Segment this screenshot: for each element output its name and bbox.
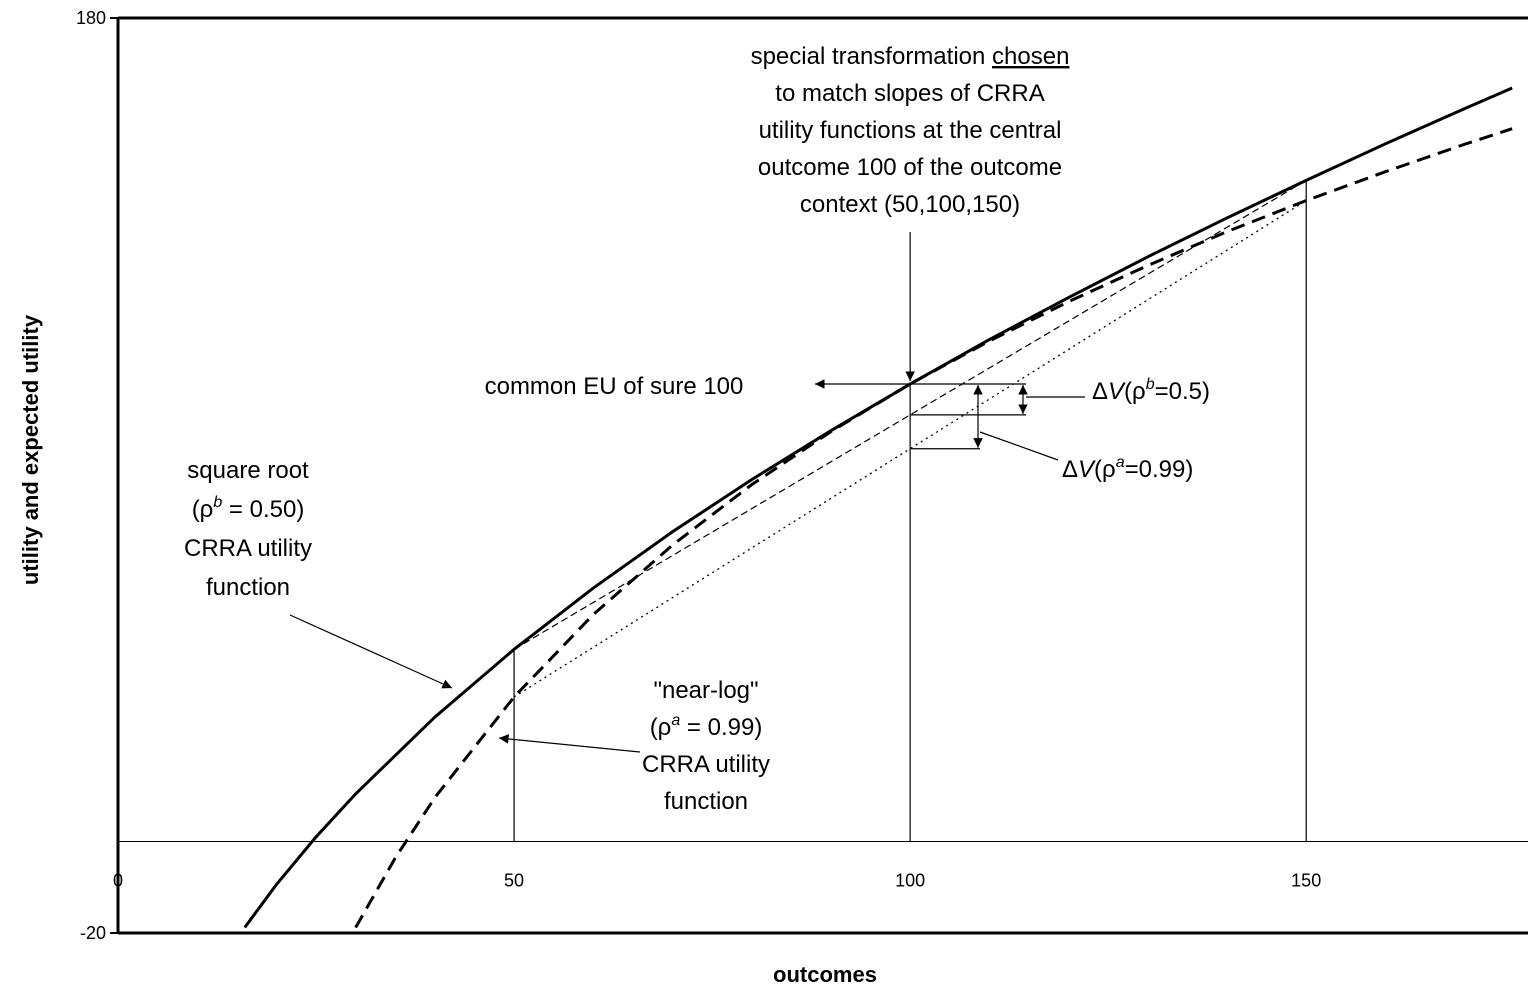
- annotation-part: (ρ: [192, 496, 214, 523]
- annotation-part: Δ: [1062, 456, 1078, 483]
- annotation: function: [206, 574, 290, 601]
- annotation-part: V: [1078, 456, 1096, 483]
- annotation-part: utility functions at the central: [759, 117, 1062, 144]
- annotation-part: square root: [187, 457, 309, 484]
- annotation-part: = 0.50): [222, 496, 304, 523]
- annotation-part: to match slopes of CRRA: [775, 80, 1044, 107]
- annotation-part: context (50,100,150): [800, 191, 1020, 218]
- annotation-part: b: [213, 494, 222, 511]
- y-tick-label: -20: [80, 923, 106, 943]
- annotation-part: outcome 100 of the outcome: [758, 154, 1062, 181]
- annotation-part: chosen: [992, 43, 1069, 70]
- annotation-part: Δ: [1092, 378, 1108, 405]
- annotation: special transformation chosen: [751, 43, 1070, 70]
- annotation: to match slopes of CRRA: [775, 80, 1044, 107]
- annotation-part: = 0.99): [680, 714, 762, 741]
- annotation-part: CRRA utility: [184, 535, 312, 562]
- annotation-arrow: [289, 614, 453, 689]
- annotation-part: =0.5): [1155, 378, 1210, 405]
- annotation: CRRA utility: [642, 751, 770, 778]
- annotation: ΔV(ρb=0.5): [1092, 376, 1210, 405]
- annotation-part: (ρ: [1094, 456, 1116, 483]
- x-axis-title: outcomes: [773, 962, 877, 987]
- annotation-part: "near-log": [653, 677, 758, 704]
- annotation-part: special transformation: [751, 43, 992, 70]
- annotation: common EU of sure 100: [485, 373, 744, 400]
- annotation-part: (ρ: [1124, 378, 1146, 405]
- annotation: ΔV(ρa=0.99): [1062, 454, 1193, 483]
- annotation-part: b: [1146, 376, 1155, 393]
- leader-line: [979, 431, 1059, 461]
- annotation-part: function: [206, 574, 290, 601]
- curve: [354, 127, 1513, 929]
- annotation-part: a: [1116, 454, 1125, 471]
- annotation: CRRA utility: [184, 535, 312, 562]
- annotation-part: (ρ: [650, 714, 672, 741]
- annotation: function: [664, 788, 748, 815]
- annotation: square root: [187, 457, 309, 484]
- y-tick-label: 180: [76, 8, 106, 28]
- x-tick-label: 0: [113, 871, 123, 891]
- annotation: "near-log": [653, 677, 758, 704]
- y-axis-title: utility and expected utility: [18, 314, 43, 585]
- plot-area: [243, 86, 1513, 929]
- annotation: outcome 100 of the outcome: [758, 154, 1062, 181]
- annotation: (ρa = 0.99): [650, 712, 763, 741]
- annotation-part: V: [1108, 378, 1126, 405]
- annotation: (ρb = 0.50): [192, 494, 305, 523]
- annotation: utility functions at the central: [759, 117, 1062, 144]
- x-tick-label: 100: [895, 871, 925, 891]
- x-tick-label: 50: [504, 871, 524, 891]
- annotation-part: common EU of sure 100: [485, 373, 744, 400]
- annotation-part: =0.99): [1125, 456, 1194, 483]
- annotation-arrow: [498, 734, 641, 753]
- annotation-part: a: [671, 712, 680, 729]
- annotation-part: function: [664, 788, 748, 815]
- annotation-part: CRRA utility: [642, 751, 770, 778]
- x-tick-label: 150: [1291, 871, 1321, 891]
- annotation: context (50,100,150): [800, 191, 1020, 218]
